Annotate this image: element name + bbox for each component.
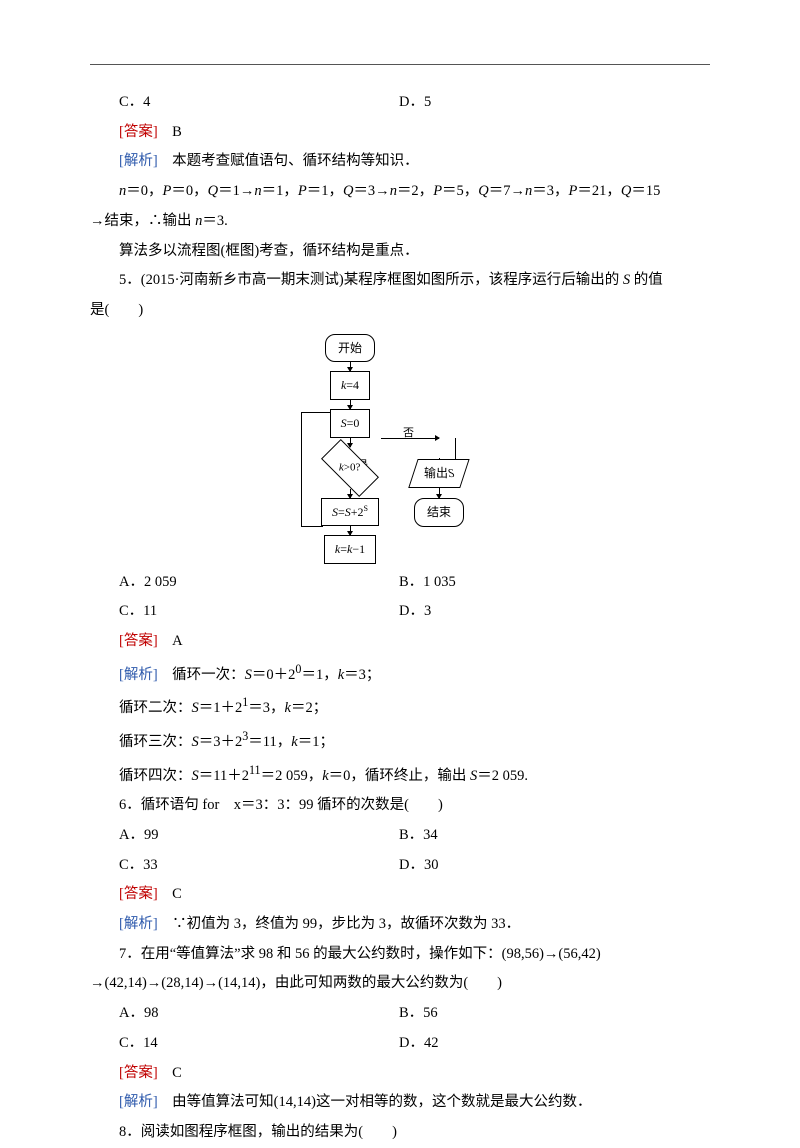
fc-cond: k>0?: [321, 439, 379, 497]
q7-analysis: 由等值算法可知(14,14)这一对相等的数，这个数就是最大公约数．: [172, 1094, 591, 1110]
q7-analysis-line: [解析] 由等值算法可知(14,14)这一对相等的数，这个数就是最大公约数．: [90, 1088, 710, 1118]
q7-answer: C: [172, 1065, 182, 1081]
q5-option-c: C．11: [90, 597, 370, 627]
q7-stem-2: →(42,14)→(28,14)→(14,14)，由此可知两数的最大公约数为( …: [90, 969, 710, 999]
answer-label: [答案]: [119, 886, 158, 902]
fc-update-s: S=S+2S: [321, 498, 379, 527]
fc-init-k: k=4: [330, 371, 370, 400]
q7-options-ab: A．98 B．56: [90, 999, 710, 1029]
q5-stem2: 是( ): [90, 296, 710, 326]
answer-label: [答案]: [119, 124, 158, 140]
analysis-label: [解析]: [119, 667, 158, 683]
q8-stem: 8．阅读如图程序框图，输出的结果为( ): [90, 1118, 710, 1148]
fc-start: 开始: [325, 334, 375, 363]
q4-answer: B: [172, 124, 182, 140]
q4-options-cd: C．4 D．5: [90, 88, 710, 118]
q5-ana-3: 循环三次：S＝3＋23＝11，k＝1；: [90, 724, 710, 758]
q4-trace: n＝0，P＝0，Q＝1→n＝1，P＝1，Q＝3→n＝2，P＝5，Q＝7→n＝3，…: [90, 177, 710, 207]
content: C．4 D．5 [答案] B [解析] 本题考查赋值语句、循环结构等知识． n＝…: [90, 88, 710, 1148]
q5-ana-4: 循环四次：S＝11＋211＝2 059，k＝0，循环终止，输出 S＝2 059.: [90, 758, 710, 792]
q4-option-d: D．5: [370, 88, 710, 118]
analysis-label: [解析]: [119, 916, 158, 932]
q5-options-ab: A．2 059 B．1 035: [90, 568, 710, 598]
q4-analysis-lead: 本题考查赋值语句、循环结构等知识．: [172, 153, 419, 169]
q7-stem-1: 7．在用“等值算法”求 98 和 56 的最大公约数时，操作如下：(98,56)…: [90, 940, 710, 970]
q6-analysis: ∵初值为 3，终值为 99，步比为 3，故循环次数为 33．: [172, 916, 520, 932]
fc-no-label: 否: [403, 422, 414, 445]
q6-option-a: A．99: [90, 821, 370, 851]
q6-options-cd: C．33 D．30: [90, 851, 710, 881]
q6-option-d: D．30: [370, 851, 710, 881]
q4-option-c: C．4: [90, 88, 370, 118]
q5-answer-line: [答案] A: [90, 627, 710, 657]
q4-answer-line: [答案] B: [90, 118, 710, 148]
q6-stem: 6．循环语句 for x＝3：3：99 循环的次数是( ): [90, 791, 710, 821]
fc-init-s: S=0: [330, 409, 371, 438]
q7-option-d: D．42: [370, 1029, 710, 1059]
q6-option-b: B．34: [370, 821, 710, 851]
q4-note: 算法多以流程图(框图)考查，循环结构是重点．: [90, 237, 710, 267]
answer-label: [答案]: [119, 633, 158, 649]
q5-option-b: B．1 035: [370, 568, 710, 598]
fc-end: 结束: [414, 498, 464, 527]
page: C．4 D．5 [答案] B [解析] 本题考查赋值语句、循环结构等知识． n＝…: [0, 0, 800, 1132]
q6-answer: C: [172, 886, 182, 902]
analysis-label: [解析]: [119, 1094, 158, 1110]
q5-ana-2: 循环二次：S＝1＋21＝3，k＝2；: [90, 690, 710, 724]
q5-flowchart: 开始 k=4 S=0 k>0? S=S+2S k=k−1 否 是 输出S 结束: [295, 334, 505, 564]
q7-answer-line: [答案] C: [90, 1059, 710, 1089]
q5-answer: A: [172, 633, 182, 649]
q5-options-cd: C．11 D．3: [90, 597, 710, 627]
q5-ana-1: [解析] 循环一次：S＝0＋20＝1，k＝3；: [90, 657, 710, 691]
q5-stem: 5．(2015·河南新乡市高一期末测试)某程序框图如图所示，该程序运行后输出的 …: [90, 266, 710, 296]
q7-options-cd: C．14 D．42: [90, 1029, 710, 1059]
fc-update-k: k=k−1: [324, 535, 376, 564]
top-rule: [90, 64, 710, 65]
answer-label: [答案]: [119, 1065, 158, 1081]
q7-option-a: A．98: [90, 999, 370, 1029]
q6-option-c: C．33: [90, 851, 370, 881]
q5-option-a: A．2 059: [90, 568, 370, 598]
analysis-label: [解析]: [119, 153, 158, 169]
q5-option-d: D．3: [370, 597, 710, 627]
q4-analysis-line: [解析] 本题考查赋值语句、循环结构等知识．: [90, 147, 710, 177]
q7-option-b: B．56: [370, 999, 710, 1029]
fc-output: 输出S: [408, 459, 469, 488]
q6-analysis-line: [解析] ∵初值为 3，终值为 99，步比为 3，故循环次数为 33．: [90, 910, 710, 940]
q4-trace-end: →结束，∴输出 n＝3.: [90, 207, 710, 237]
q6-answer-line: [答案] C: [90, 880, 710, 910]
q6-options-ab: A．99 B．34: [90, 821, 710, 851]
q7-option-c: C．14: [90, 1029, 370, 1059]
